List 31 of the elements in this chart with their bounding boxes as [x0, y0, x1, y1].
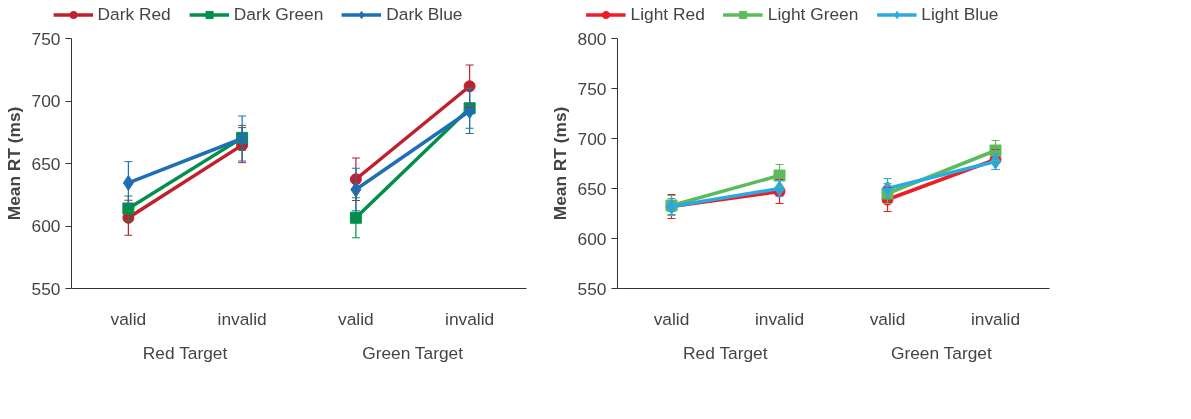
y-tick-label: 750: [31, 28, 61, 49]
y-tick-label: 700: [31, 91, 61, 111]
x-tick-label: valid: [653, 308, 690, 329]
text: Green Target: [362, 342, 464, 363]
x-tick-label: invalid: [754, 308, 805, 329]
legend-label: Light Blue: [921, 3, 999, 25]
y-tick-label: 600: [31, 216, 61, 236]
text: Green Target: [890, 342, 992, 363]
y-tick-label: 650: [31, 153, 61, 174]
x-tick-label: invalid: [217, 308, 267, 329]
text: Red Target: [142, 342, 228, 363]
y-tick-label: 600: [577, 228, 607, 249]
x-tick-label: invalid: [445, 308, 495, 329]
legend-label: Light Red: [630, 3, 705, 25]
x-tick-label: valid: [869, 308, 906, 329]
y-tick-label: 750: [577, 78, 607, 99]
y-axis-title: Mean RT (ms): [549, 106, 570, 221]
legend-label: Dark Green: [233, 3, 324, 25]
x-tick-label: valid: [338, 308, 374, 329]
y-tick-label: 550: [577, 278, 607, 299]
x-tick-label: valid: [110, 308, 147, 329]
y-tick-label: 700: [577, 128, 607, 149]
y-tick-label: 800: [577, 28, 607, 49]
legend-label: Dark Red: [97, 3, 171, 25]
y-tick-label: 550: [31, 278, 61, 299]
y-axis-title: Mean RT (ms): [3, 106, 24, 221]
x-tick-label: invalid: [970, 308, 1021, 329]
legend-label: Dark Blue: [386, 3, 463, 25]
text: Red Target: [683, 342, 768, 363]
y-tick-label: 650: [577, 178, 607, 199]
legend-label: Light Green: [767, 3, 859, 25]
